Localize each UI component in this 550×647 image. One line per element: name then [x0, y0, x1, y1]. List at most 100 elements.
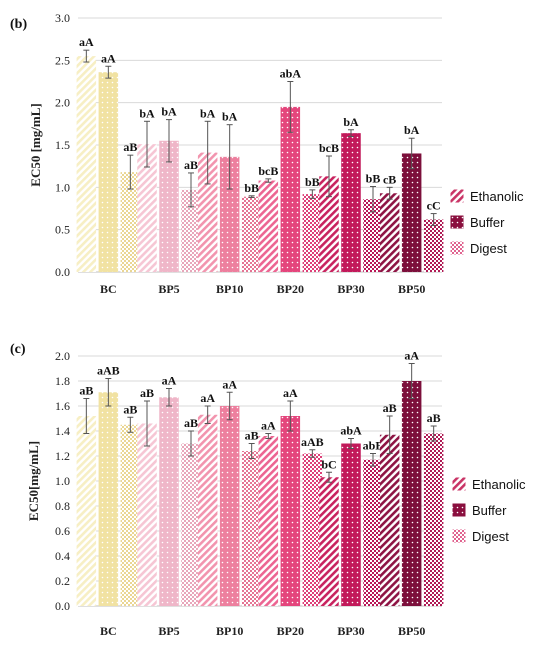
- bar: [363, 459, 383, 606]
- data-label: aB: [184, 416, 198, 430]
- x-tick-label: BP30: [337, 624, 364, 638]
- y-axis-label: EC50 [mg/mL]: [28, 103, 43, 186]
- data-label: aAB: [301, 435, 324, 449]
- bar: [219, 406, 240, 606]
- y-tick-label: 1.0: [55, 474, 70, 488]
- data-label: aB: [184, 158, 198, 172]
- bar: [120, 424, 141, 606]
- bar: [159, 397, 179, 606]
- data-label: aB: [427, 411, 441, 425]
- legend-swatch: [449, 214, 465, 230]
- legend-swatch: [451, 502, 467, 518]
- data-label: cB: [383, 172, 396, 186]
- data-label: abA: [340, 424, 362, 438]
- data-label: bA: [161, 105, 177, 119]
- x-tick-label: BP30: [337, 282, 364, 296]
- x-tick-label: BP10: [216, 282, 243, 296]
- bar: [181, 189, 201, 272]
- panel-label: (c): [10, 342, 26, 357]
- data-label: aA: [162, 374, 177, 388]
- bar: [241, 196, 262, 272]
- bar: [241, 451, 262, 606]
- data-label: bA: [200, 106, 216, 120]
- bar: [379, 193, 400, 272]
- data-label: aA: [200, 391, 215, 405]
- data-label: aB: [123, 140, 137, 154]
- data-label: aA: [101, 51, 116, 65]
- legend-label: Buffer: [472, 503, 507, 518]
- y-tick-label: 1.6: [55, 399, 70, 413]
- bar: [341, 133, 361, 272]
- x-tick-label: BC: [100, 624, 117, 638]
- bar: [76, 416, 97, 606]
- data-label: aB: [79, 384, 93, 398]
- data-label: cC: [427, 199, 441, 213]
- bar: [219, 156, 240, 272]
- y-tick-label: 0.0: [55, 265, 70, 279]
- y-tick-label: 2.5: [55, 53, 70, 67]
- data-label: aA: [404, 349, 419, 363]
- x-tick-label: BP5: [158, 624, 179, 638]
- legend-swatch: [451, 476, 467, 492]
- bar: [401, 381, 422, 606]
- data-label: bA: [139, 106, 155, 120]
- legend-label: Ethanolic: [470, 189, 524, 204]
- y-tick-label: 1.2: [55, 449, 70, 463]
- x-tick-label: BP50: [398, 282, 425, 296]
- data-label: aA: [222, 377, 237, 391]
- bar: [341, 443, 361, 606]
- bar: [98, 72, 119, 272]
- data-label: aB: [140, 386, 154, 400]
- data-label: abA: [280, 67, 302, 81]
- bar: [159, 140, 179, 272]
- bar: [379, 434, 400, 606]
- y-tick-label: 1.0: [55, 180, 70, 194]
- bar: [280, 416, 301, 606]
- chart-panel-1: 0.0 0.2 0.4 0.6 0.8 1.0 1.2 1.4 1.6 1.8 2.0 EC50[mg…: [10, 342, 526, 638]
- bar: [197, 152, 218, 272]
- data-label: bB: [244, 181, 259, 195]
- bar: [137, 423, 157, 606]
- data-label: abB: [363, 439, 384, 453]
- bar: [181, 443, 201, 606]
- bar: [319, 477, 339, 606]
- data-label: aB: [383, 401, 397, 415]
- data-label: bcB: [319, 141, 339, 155]
- bar: [120, 172, 141, 272]
- data-label: aB: [123, 402, 137, 416]
- y-tick-label: 2.0: [55, 96, 70, 110]
- y-tick-label: 0.6: [55, 524, 70, 538]
- bar: [258, 436, 279, 606]
- bar: [258, 180, 279, 272]
- y-tick-label: 0.5: [55, 223, 70, 237]
- data-label: aA: [79, 35, 94, 49]
- bar: [423, 433, 444, 606]
- y-tick-label: 1.4: [55, 424, 70, 438]
- bar: [137, 144, 157, 272]
- legend-label: Digest: [470, 241, 507, 256]
- bar: [76, 56, 97, 272]
- bar: [401, 153, 422, 272]
- x-tick-label: BP20: [277, 282, 304, 296]
- data-label: aAB: [97, 364, 120, 378]
- y-tick-label: 0.4: [55, 549, 70, 563]
- y-tick-label: 0.8: [55, 499, 70, 513]
- data-label: bB: [366, 171, 381, 185]
- legend-swatch: [449, 240, 465, 256]
- chart-panel-0: 0.0 0.5 1.0 1.5 2.0 2.5 3.0 EC50 [mg/mL] (b) aA aA…: [10, 11, 524, 296]
- bar: [197, 414, 218, 606]
- y-tick-label: 1.5: [55, 138, 70, 152]
- y-tick-label: 1.8: [55, 374, 70, 388]
- x-tick-label: BP5: [158, 282, 179, 296]
- y-tick-label: 0.0: [55, 599, 70, 613]
- x-tick-label: BP20: [277, 624, 304, 638]
- legend-swatch: [451, 528, 467, 544]
- data-label: bA: [343, 115, 359, 129]
- legend-label: Buffer: [470, 215, 505, 230]
- y-tick-label: 2.0: [55, 349, 70, 363]
- y-tick-label: 0.2: [55, 574, 70, 588]
- data-label: bB: [305, 175, 320, 189]
- legend-label: Digest: [472, 529, 509, 544]
- x-tick-label: BC: [100, 282, 117, 296]
- x-tick-label: BP10: [216, 624, 243, 638]
